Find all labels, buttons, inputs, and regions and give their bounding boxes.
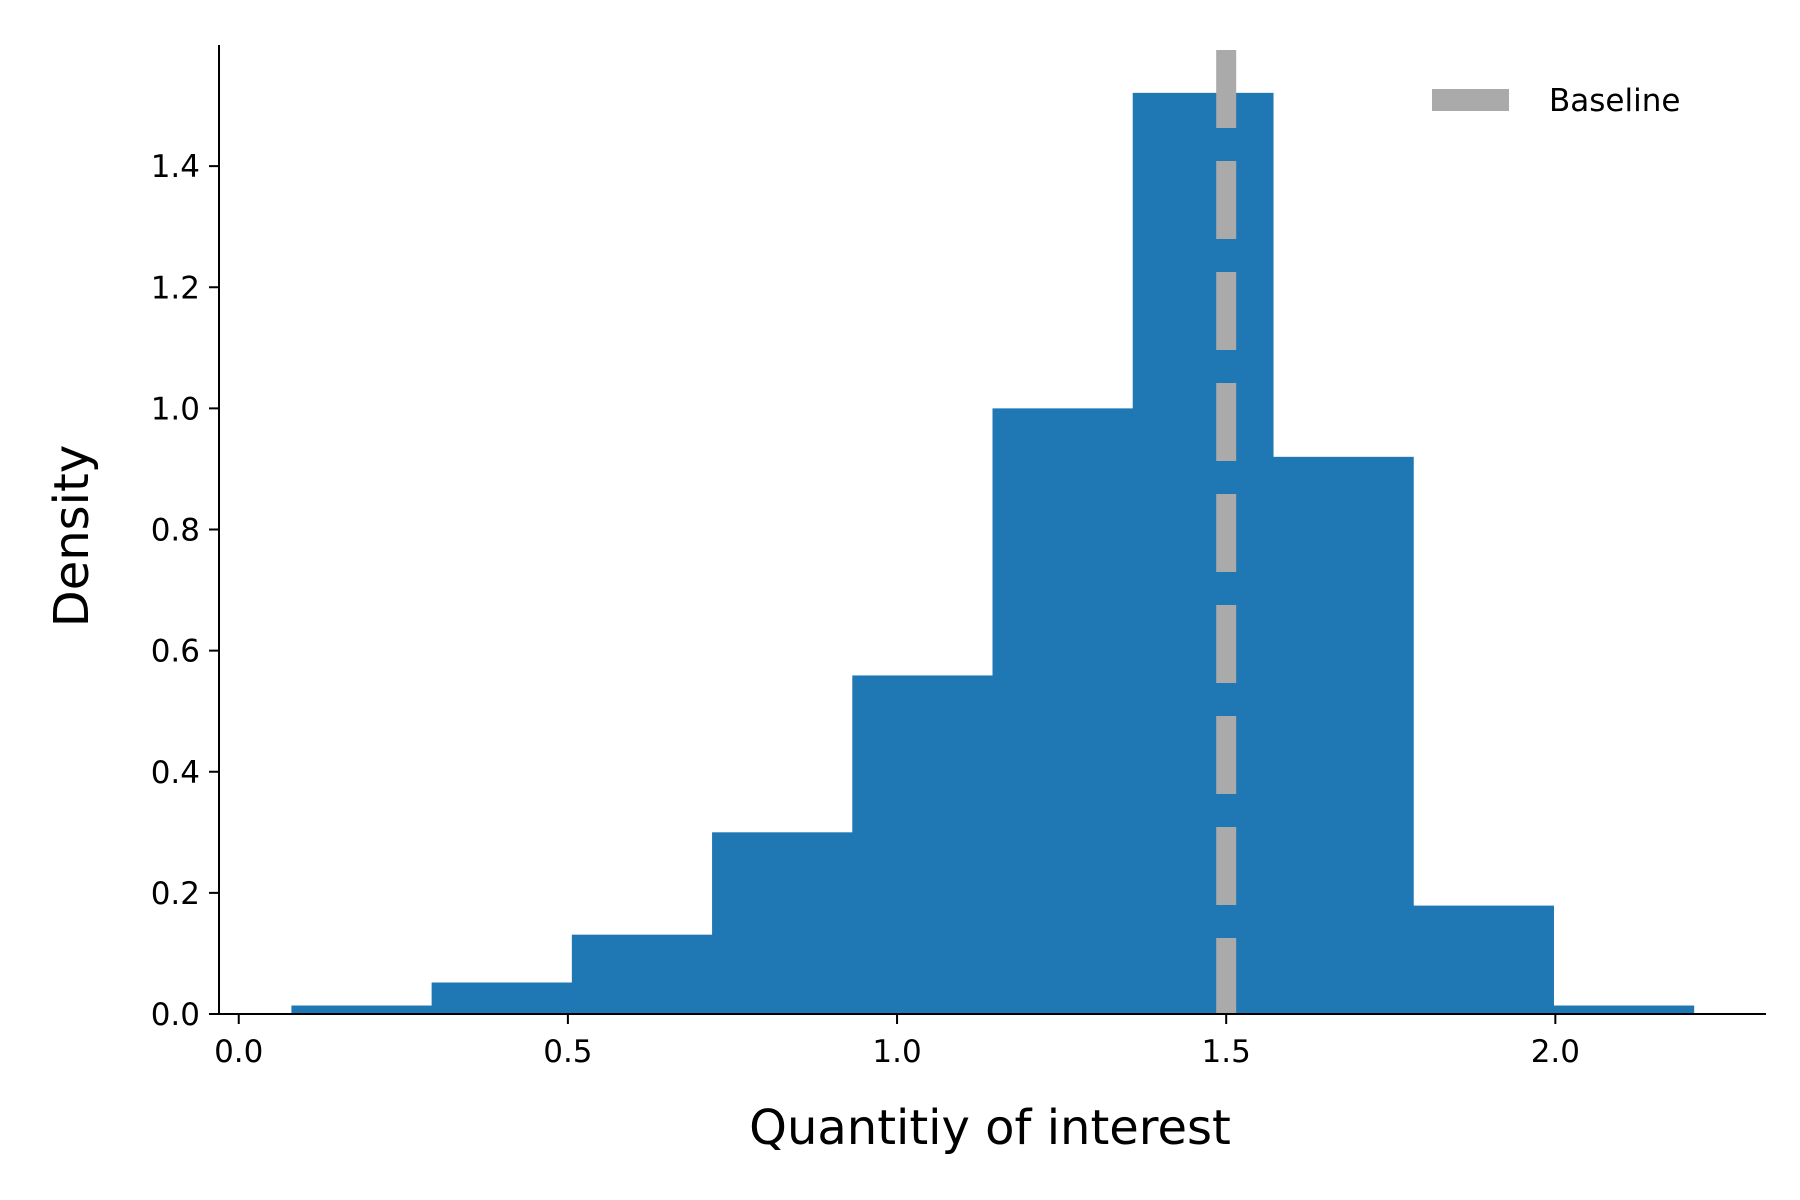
histogram-bar bbox=[291, 1005, 433, 1014]
x-axis-ticks: 0.0 0.5 1.0 1.5 2.0 bbox=[214, 1014, 1580, 1070]
y-tick-label: 0.4 bbox=[151, 755, 200, 791]
y-axis-ticks: 0.0 0.2 0.4 0.6 0.8 1.0 1.2 1.4 bbox=[151, 149, 219, 1033]
histogram-bar bbox=[1413, 905, 1554, 1014]
x-tick-label: 1.0 bbox=[872, 1034, 921, 1070]
y-tick-label: 0.6 bbox=[151, 634, 200, 670]
y-tick-label: 0.8 bbox=[151, 513, 200, 549]
y-tick-label: 0.2 bbox=[151, 876, 200, 912]
histogram-bar bbox=[1132, 92, 1274, 1015]
histogram-bars bbox=[291, 92, 1695, 1015]
legend-label-baseline: Baseline bbox=[1549, 83, 1680, 119]
y-axis-title: Density bbox=[44, 445, 100, 627]
histogram-bar bbox=[431, 982, 573, 1014]
histogram-bar bbox=[852, 675, 994, 1014]
y-tick-label: 1.4 bbox=[151, 149, 200, 185]
histogram-bar bbox=[712, 832, 853, 1014]
y-tick-label: 0.0 bbox=[151, 997, 200, 1033]
histogram-bar bbox=[1553, 1005, 1695, 1014]
x-axis-title: Quantitiy of interest bbox=[749, 1100, 1231, 1156]
x-tick-label: 2.0 bbox=[1531, 1034, 1580, 1070]
y-tick-label: 1.0 bbox=[151, 391, 200, 427]
x-tick-label: 1.5 bbox=[1202, 1034, 1251, 1070]
histogram-bar bbox=[992, 408, 1134, 1014]
x-tick-label: 0.0 bbox=[214, 1034, 263, 1070]
x-tick-label: 0.5 bbox=[543, 1034, 592, 1070]
histogram-bar bbox=[571, 934, 713, 1014]
y-tick-label: 1.2 bbox=[151, 270, 200, 306]
histogram-bar bbox=[1272, 456, 1414, 1014]
legend: Baseline bbox=[1432, 83, 1680, 119]
